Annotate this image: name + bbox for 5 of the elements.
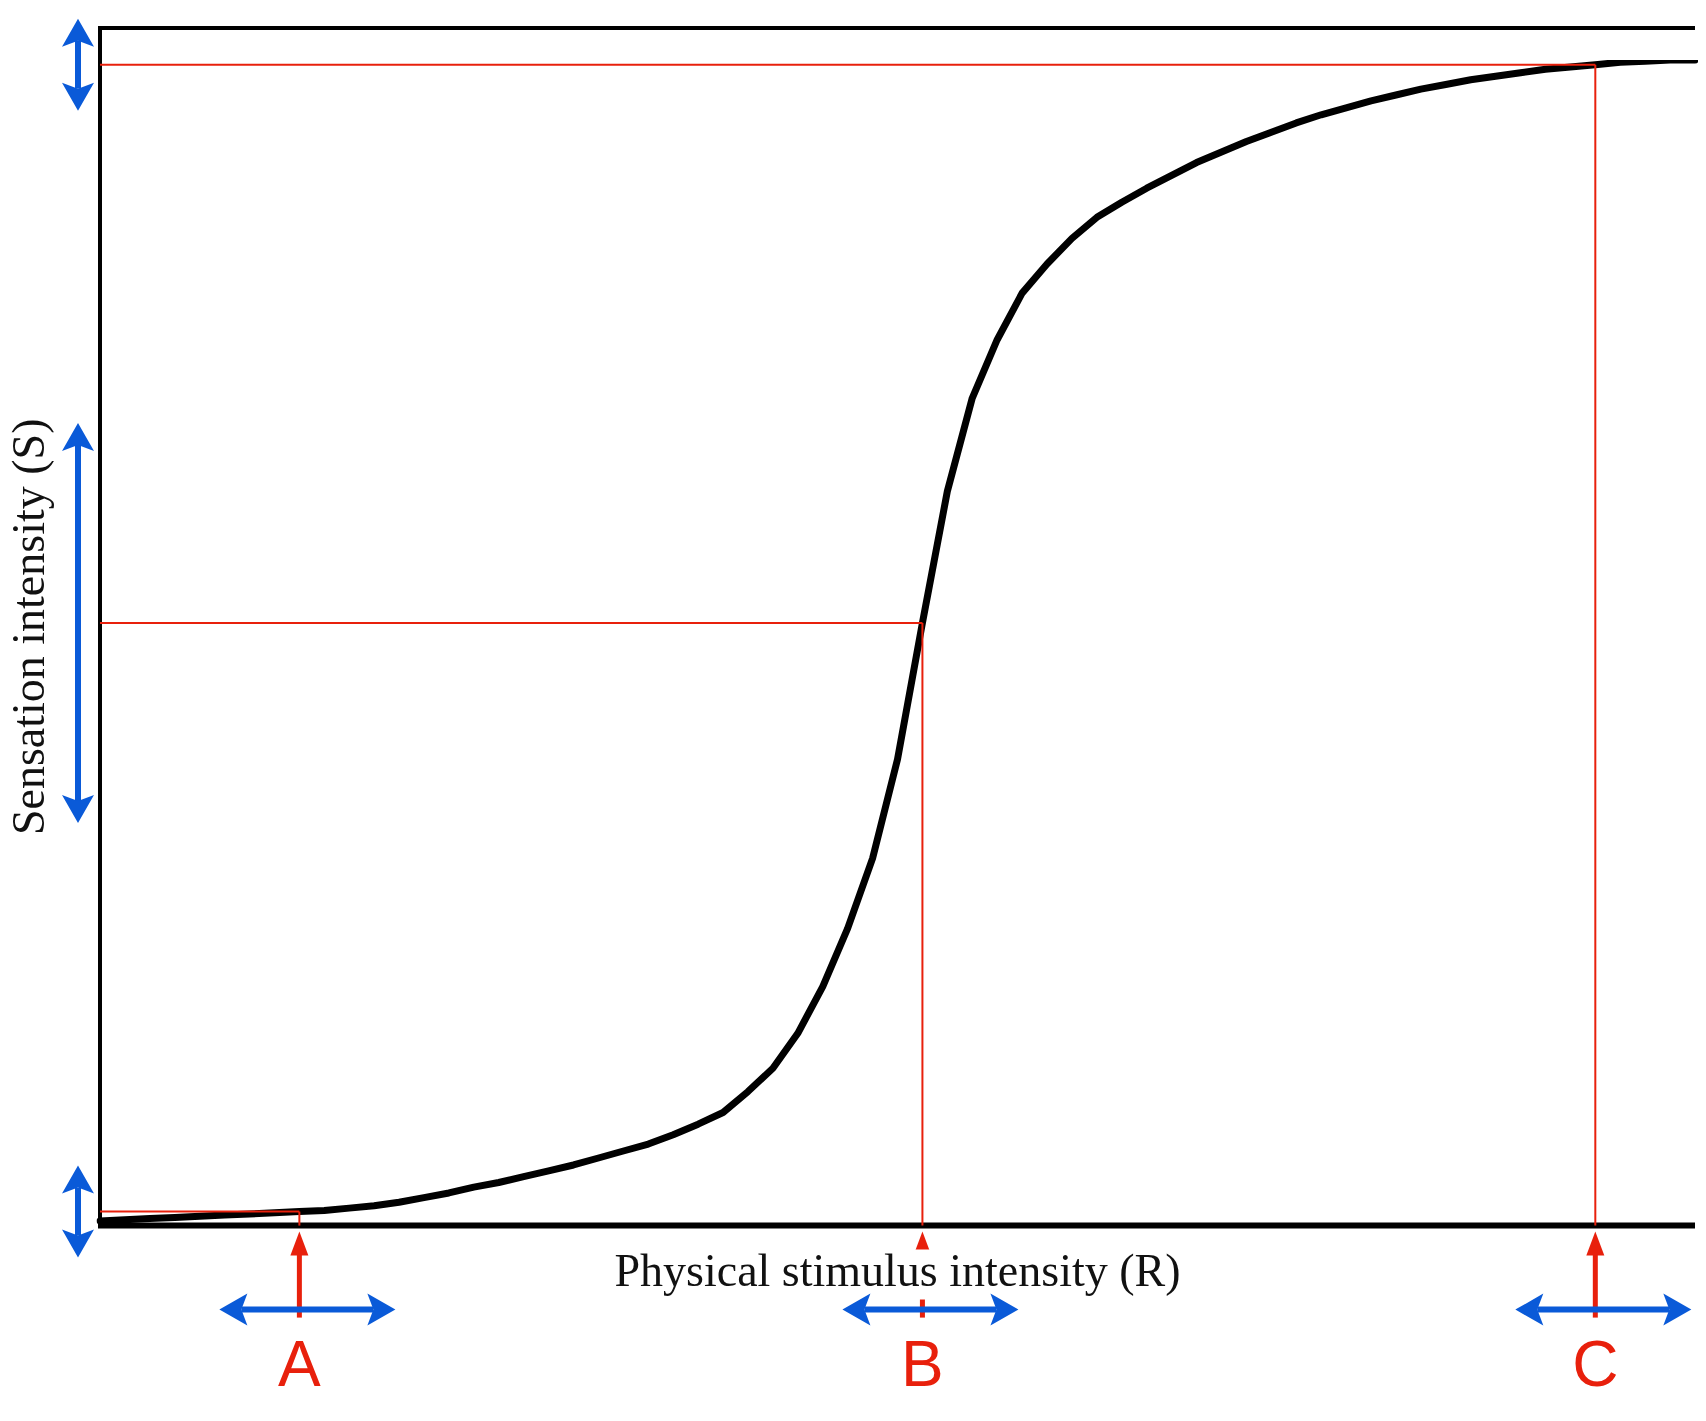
- x-axis-title: Physical stimulus intensity (R): [614, 1244, 1181, 1296]
- text: B: [901, 1328, 944, 1401]
- y-axis-title: Sensation intensity (S): [3, 418, 55, 836]
- text: A: [278, 1328, 322, 1401]
- text: C: [1572, 1328, 1619, 1401]
